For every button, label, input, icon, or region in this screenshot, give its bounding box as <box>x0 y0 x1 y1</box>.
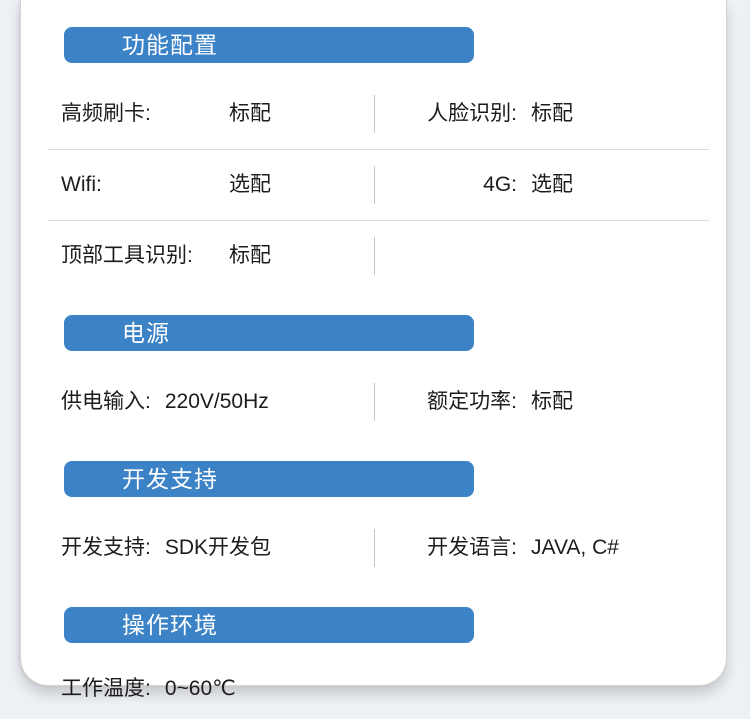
section-function-config: 功能配置 高频刷卡: 标配 人脸识别: 标配 Wifi: 选配 <box>21 27 726 291</box>
spec-value: 标配 <box>531 102 573 125</box>
spec-value: 标配 <box>531 390 573 413</box>
spec-label: 高频刷卡: <box>61 102 151 125</box>
row-left-cell: 开发支持: SDK开发包 <box>61 534 374 562</box>
spec-value: 选配 <box>531 173 573 196</box>
row-left-cell: Wifi: 选配 <box>61 171 374 199</box>
spec-label: 额定功率: <box>427 390 517 413</box>
section-power: 电源 供电输入: 220V/50Hz 额定功率: 标配 <box>21 315 726 437</box>
table-row: 开发支持: SDK开发包 开发语言: JAVA, C# <box>21 513 726 583</box>
row-left-cell: 供电输入: 220V/50Hz <box>61 388 374 416</box>
section-rows: 开发支持: SDK开发包 开发语言: JAVA, C# <box>21 513 726 583</box>
row-right-cell: 额定功率: 标配 <box>375 388 726 416</box>
row-right-cell: 4G: 选配 <box>375 171 726 199</box>
row-right-cell: 开发语言: JAVA, C# <box>375 534 726 562</box>
spec-value: 0~60℃ <box>164 677 236 700</box>
spec-value: SDK开发包 <box>164 536 272 559</box>
column-divider <box>374 237 375 275</box>
table-row: 供电输入: 220V/50Hz 额定功率: 标配 <box>21 367 726 437</box>
column-divider <box>374 166 375 204</box>
spec-value: 220V/50Hz <box>164 390 269 413</box>
section-title-banner: 功能配置 <box>64 27 474 63</box>
section-title: 操作环境 <box>122 612 218 638</box>
row-left-cell: 顶部工具识别: 标配 <box>61 242 374 270</box>
table-row: 顶部工具识别: 标配 <box>21 221 726 291</box>
row-left-cell: 工作温度: 0~60℃ <box>61 675 374 703</box>
section-title: 开发支持 <box>122 466 218 492</box>
column-divider <box>374 383 375 421</box>
spec-label: 人脸识别: <box>427 102 517 125</box>
section-operating-env: 操作环境 工作温度: 0~60℃ <box>21 607 726 719</box>
spec-label: 供电输入: <box>61 390 151 413</box>
spec-label: 开发语言: <box>427 536 517 559</box>
section-rows: 工作温度: 0~60℃ <box>21 659 726 719</box>
spec-label: 顶部工具识别: <box>61 244 193 267</box>
spec-value: 选配 <box>229 173 271 196</box>
section-title-banner: 电源 <box>64 315 474 351</box>
section-title: 功能配置 <box>122 32 218 58</box>
column-divider <box>374 95 375 133</box>
spec-value: JAVA, C# <box>531 536 619 559</box>
spec-label: 工作温度: <box>61 677 151 700</box>
row-separator <box>48 220 709 221</box>
section-dev-support: 开发支持 开发支持: SDK开发包 开发语言: JAVA, C# <box>21 461 726 583</box>
spec-label: Wifi: <box>61 173 102 196</box>
table-row: Wifi: 选配 4G: 选配 <box>21 150 726 220</box>
row-left-cell: 高频刷卡: 标配 <box>61 100 374 128</box>
row-right-cell: 人脸识别: 标配 <box>375 100 726 128</box>
table-row: 工作温度: 0~60℃ <box>21 659 726 719</box>
section-title-banner: 操作环境 <box>64 607 474 643</box>
spec-sheet-card: 功能配置 高频刷卡: 标配 人脸识别: 标配 Wifi: 选配 <box>20 0 727 700</box>
spec-label: 4G: <box>483 173 517 196</box>
column-divider <box>374 529 375 567</box>
table-row: 高频刷卡: 标配 人脸识别: 标配 <box>21 79 726 149</box>
section-title: 电源 <box>122 320 170 346</box>
section-rows: 供电输入: 220V/50Hz 额定功率: 标配 <box>21 367 726 437</box>
spec-value: 标配 <box>229 102 271 125</box>
section-title-banner: 开发支持 <box>64 461 474 497</box>
row-separator <box>48 149 709 150</box>
spec-label: 开发支持: <box>61 536 151 559</box>
spec-value: 标配 <box>229 244 271 267</box>
section-rows: 高频刷卡: 标配 人脸识别: 标配 Wifi: 选配 4G: 选配 <box>21 79 726 291</box>
